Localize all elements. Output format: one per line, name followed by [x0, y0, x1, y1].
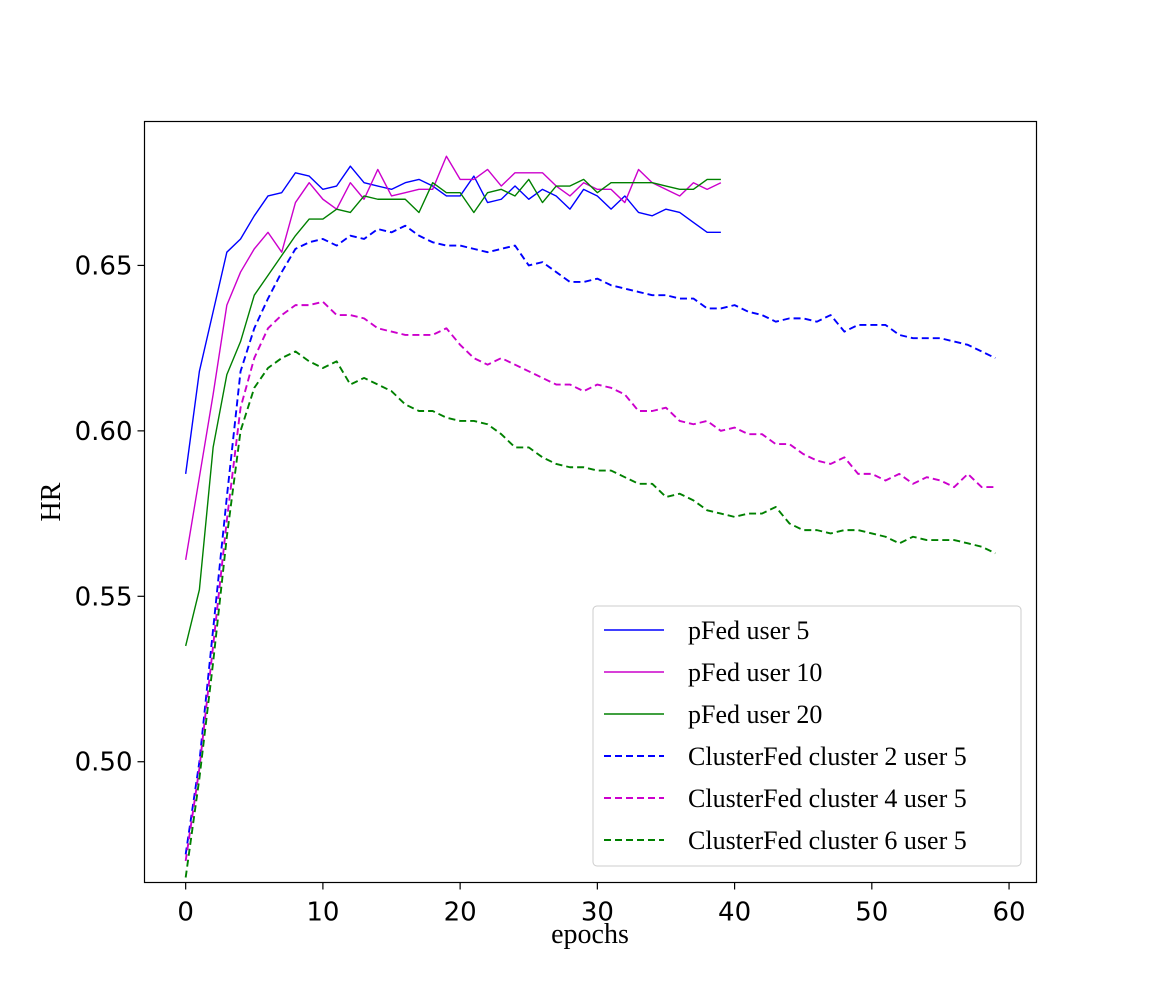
- series-line-6: [184, 350, 996, 878]
- series-lines: [184, 155, 996, 878]
- legend-label-1: pFed user 5: [688, 616, 809, 645]
- x-tick-label: 10: [306, 898, 339, 928]
- x-tick-label: 0: [177, 898, 194, 928]
- series-line-3: [184, 178, 721, 647]
- x-axis-label: epochs: [551, 919, 629, 950]
- y-axis: 0.50 0.55 0.60 0.65: [75, 251, 145, 778]
- y-tick-label: 0.65: [75, 251, 133, 281]
- y-tick-label: 0.60: [75, 417, 133, 447]
- x-axis: 0 10 20 30 40 50 60: [177, 882, 1026, 928]
- series-line-1: [184, 165, 721, 474]
- x-tick-label: 40: [718, 898, 751, 928]
- y-axis-label: HR: [36, 482, 67, 521]
- x-tick-label: 60: [993, 898, 1026, 928]
- series-line-2: [184, 155, 722, 561]
- legend-box: [592, 605, 1022, 867]
- legend-label-6: ClusterFed cluster 6 user 5: [688, 826, 967, 855]
- legend-label-4: ClusterFed cluster 2 user 5: [688, 742, 967, 771]
- x-tick-label: 20: [444, 898, 477, 928]
- y-tick-label: 0.50: [75, 748, 133, 778]
- plot-frame: [143, 120, 1038, 884]
- x-tick-label: 30: [581, 898, 614, 928]
- legend: pFed user 5 pFed user 10 pFed user 20 Clust…: [592, 605, 1022, 867]
- series-line-4: [184, 224, 996, 855]
- legend-label-2: pFed user 10: [688, 658, 822, 687]
- legend-label-5: ClusterFed cluster 4 user 5: [688, 784, 967, 813]
- legend-label-3: pFed user 20: [688, 700, 822, 729]
- series-line-5: [184, 300, 996, 862]
- y-tick-label: 0.55: [75, 582, 133, 612]
- x-tick-label: 50: [855, 898, 888, 928]
